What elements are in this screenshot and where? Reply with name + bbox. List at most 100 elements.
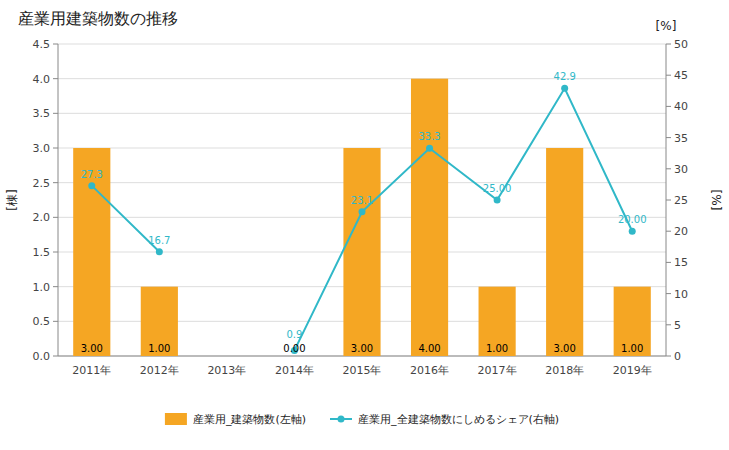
tick	[666, 293, 671, 294]
data-label: 16.7	[148, 235, 170, 246]
data-label: 1.00	[148, 343, 170, 354]
tick	[53, 113, 58, 114]
bar	[479, 287, 516, 356]
category-label: 2015年	[343, 364, 382, 377]
category-label: 2013年	[207, 364, 246, 377]
tick	[666, 168, 671, 169]
annotation: [%]	[656, 19, 677, 33]
tick-label: 5	[674, 319, 681, 332]
tick	[666, 106, 671, 107]
axis-label: [棟]	[5, 189, 19, 210]
legend-item: 産業用_建築物数(左軸)	[165, 413, 306, 426]
tick-label: 20	[674, 225, 688, 238]
tick-label: 25	[674, 194, 688, 207]
data-label: 3.00	[81, 343, 103, 354]
tick-label: 10	[674, 288, 688, 301]
tick-label: 0.5	[33, 315, 51, 328]
marker	[156, 248, 163, 255]
tick	[53, 78, 58, 79]
tick-label: 1.0	[33, 281, 51, 294]
bar	[546, 148, 583, 356]
tick	[666, 324, 671, 325]
tick-label: 3.0	[33, 142, 51, 155]
tick-label: 50	[674, 38, 688, 51]
tick-label: 0.0	[33, 350, 51, 363]
tick	[53, 286, 58, 287]
grid-line	[58, 113, 666, 114]
category-label: 2016年	[410, 364, 449, 377]
tick-label: 30	[674, 163, 688, 176]
tick-label: 35	[674, 132, 688, 145]
category-label: 2019年	[613, 364, 652, 377]
axis-label: [%]	[709, 190, 723, 211]
marker	[629, 228, 636, 235]
grid	[58, 44, 666, 356]
data-label: 0.00	[283, 343, 305, 354]
legend-swatch	[165, 413, 187, 425]
tick-label: 1.5	[33, 246, 51, 259]
tick-label: 2.5	[33, 177, 51, 190]
data-label: 3.00	[554, 343, 576, 354]
legend: 産業用_建築物数(左軸) 産業用_全建築物数にしめるシェア(右軸)	[165, 413, 559, 426]
marker	[494, 197, 501, 204]
category-label: 2014年	[275, 364, 314, 377]
tick	[666, 231, 671, 232]
category-label: 2011年	[72, 364, 111, 377]
bar	[411, 79, 448, 356]
tick-label: 45	[674, 69, 688, 82]
tick	[53, 356, 58, 357]
tick-label: 4.0	[33, 73, 51, 86]
data-label: 27.3	[81, 169, 103, 180]
tick-label: 3.5	[33, 107, 51, 120]
data-label: 25.00	[483, 183, 512, 194]
tick-label: 40	[674, 100, 688, 113]
data-label: 33.3	[418, 131, 440, 142]
tick-label: 2.0	[33, 211, 51, 224]
data-label: 3.00	[351, 343, 373, 354]
tick-label: 15	[674, 256, 688, 269]
plot-area	[73, 79, 651, 356]
tick	[666, 137, 671, 138]
bar	[141, 287, 178, 356]
line	[92, 88, 632, 350]
category-label: 2018年	[545, 364, 584, 377]
marker	[359, 208, 366, 215]
category-label: 2017年	[478, 364, 517, 377]
tick-label: 4.5	[33, 38, 51, 51]
axes: 0.0 0.5 1.0 1.5 2.0 2.5 3.0 3.5 4.0 4.5 0 5 10 15 20 25…	[33, 38, 689, 377]
tick	[666, 44, 671, 45]
tick	[53, 217, 58, 218]
axis-line	[666, 44, 667, 356]
axis-line	[58, 44, 59, 356]
data-label: 1.00	[486, 343, 508, 354]
data-labels: 3.00 1.00 0.00 3.00 4.00 1.00 3.00 1.00 27.3 16.7…	[81, 71, 647, 354]
tick	[53, 44, 58, 45]
bar	[276, 356, 313, 357]
marker	[88, 182, 95, 189]
data-label: 42.9	[554, 71, 576, 82]
tick	[666, 75, 671, 76]
data-label: 1.00	[621, 343, 643, 354]
bar	[343, 148, 380, 356]
bar	[208, 356, 245, 357]
title: 産業用建築物数の推移	[18, 9, 178, 28]
bar	[73, 148, 110, 356]
legend-label: 産業用_建築物数(左軸)	[193, 413, 306, 426]
tick	[666, 200, 671, 201]
tick	[53, 182, 58, 183]
bar	[614, 287, 651, 356]
category-label: 2012年	[140, 364, 179, 377]
legend-item: 産業用_全建築物数にしめるシェア(右軸)	[330, 413, 559, 426]
tick	[53, 148, 58, 149]
data-label: 4.00	[418, 343, 440, 354]
chart: 産業用建築物数の推移 0.0 0.5 1.0 1.5 2.0 2.5 3.0 3.5 4.0 4.5…	[0, 0, 729, 450]
tick	[53, 252, 58, 253]
data-label: 0.9	[286, 329, 302, 340]
data-label: 23.1	[351, 195, 373, 206]
tick	[53, 321, 58, 322]
marker	[561, 85, 568, 92]
marker	[426, 145, 433, 152]
tick	[666, 262, 671, 263]
legend-label: 産業用_全建築物数にしめるシェア(右軸)	[358, 413, 559, 426]
tick-label: 0	[674, 350, 681, 363]
